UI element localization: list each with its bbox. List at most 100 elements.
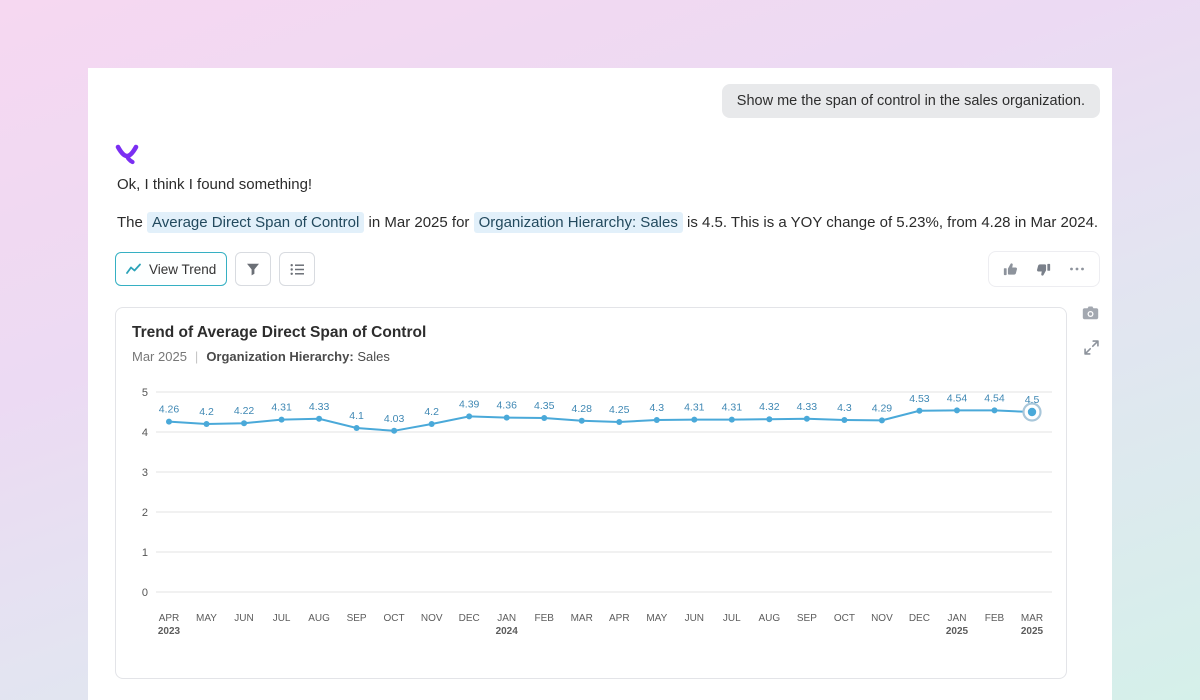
- svg-text:4.54: 4.54: [984, 392, 1005, 404]
- svg-text:JUN: JUN: [234, 613, 253, 624]
- svg-text:4.31: 4.31: [722, 402, 743, 414]
- svg-text:4.36: 4.36: [496, 400, 517, 412]
- view-trend-button[interactable]: View Trend: [115, 252, 228, 286]
- svg-text:4.33: 4.33: [797, 401, 818, 413]
- svg-text:4.31: 4.31: [271, 402, 292, 414]
- svg-text:4.33: 4.33: [309, 401, 330, 413]
- svg-text:JUN: JUN: [685, 613, 704, 624]
- svg-text:AUG: AUG: [758, 613, 780, 624]
- chat-analytics-panel: Show me the span of control in the sales…: [88, 68, 1112, 700]
- answer-part: is 4.5. This is a YOY change of 5.23%, f…: [682, 214, 1099, 231]
- subtitle-divider: |: [194, 349, 199, 364]
- svg-text:2024: 2024: [496, 626, 519, 637]
- fullscreen-button[interactable]: [1084, 340, 1099, 360]
- svg-text:4.32: 4.32: [759, 401, 780, 413]
- svg-text:2025: 2025: [946, 626, 969, 637]
- svg-text:4.03: 4.03: [384, 413, 405, 425]
- filter-button[interactable]: [235, 252, 272, 286]
- thumbs-down-button[interactable]: [1036, 262, 1051, 277]
- svg-text:OCT: OCT: [834, 613, 855, 624]
- svg-text:4: 4: [142, 427, 148, 439]
- trend-line-chart-svg[interactable]: 0 1 2 3 4 5 4.26 4.2 4.22 4.31 4.33 4.1 4.03 4.2 4.39 4…: [132, 376, 1052, 642]
- trend-chart[interactable]: 0 1 2 3 4 5 4.26 4.2 4.22 4.31 4.33 4.1 4.03 4.2 4.39 4…: [132, 376, 1052, 642]
- trend-chart-card: Trend of Average Direct Span of Control …: [115, 307, 1067, 679]
- chart-subtitle: Mar 2025 | Organization Hierarchy: Sales: [132, 349, 1050, 364]
- list-icon: [290, 263, 304, 275]
- answer-part: in Mar 2025 for: [364, 214, 474, 231]
- feedback-action-group: [988, 251, 1100, 287]
- svg-text:4.25: 4.25: [609, 404, 630, 416]
- trend-line-icon: [126, 263, 141, 274]
- svg-text:NOV: NOV: [871, 613, 893, 624]
- snapshot-button[interactable]: [1082, 306, 1099, 326]
- svg-text:4.2: 4.2: [424, 406, 439, 418]
- svg-text:JUL: JUL: [273, 613, 291, 624]
- svg-text:4.31: 4.31: [684, 402, 705, 414]
- chart-filter-value: Sales: [357, 349, 390, 364]
- toolbar-left-group: View Trend: [115, 252, 316, 286]
- svg-text:MAY: MAY: [646, 613, 667, 624]
- view-trend-label: View Trend: [149, 261, 217, 277]
- svg-text:1: 1: [142, 547, 148, 559]
- svg-text:4.54: 4.54: [947, 392, 968, 404]
- svg-text:4.2: 4.2: [199, 406, 214, 418]
- thumbs-up-button[interactable]: [1003, 262, 1018, 277]
- svg-text:2023: 2023: [158, 626, 181, 637]
- svg-text:4.1: 4.1: [349, 410, 364, 422]
- filter-chip[interactable]: Organization Hierarchy: Sales: [473, 212, 683, 233]
- svg-text:OCT: OCT: [384, 613, 405, 624]
- svg-text:FEB: FEB: [534, 613, 554, 624]
- svg-text:4.53: 4.53: [909, 393, 930, 405]
- svg-text:DEC: DEC: [909, 613, 930, 624]
- svg-text:4.3: 4.3: [649, 402, 664, 414]
- chart-period: Mar 2025: [132, 349, 187, 364]
- svg-text:SEP: SEP: [797, 613, 817, 624]
- svg-text:JAN: JAN: [497, 613, 516, 624]
- metric-chip[interactable]: Average Direct Span of Control: [147, 212, 365, 233]
- user-message-row: Show me the span of control in the sales…: [88, 68, 1112, 118]
- thumbs-up-icon: [1003, 262, 1017, 275]
- answer-part: The: [117, 214, 148, 231]
- filter-icon: [247, 263, 260, 275]
- user-message-bubble: Show me the span of control in the sales…: [721, 84, 1100, 118]
- svg-text:3: 3: [142, 467, 148, 479]
- svg-text:MAR: MAR: [571, 613, 593, 624]
- svg-text:JAN: JAN: [948, 613, 967, 624]
- chart-filter-label: Organization Hierarchy:: [206, 349, 354, 364]
- expand-icon: [1084, 340, 1099, 355]
- camera-icon: [1082, 306, 1099, 320]
- svg-text:2: 2: [142, 507, 148, 519]
- svg-text:4.29: 4.29: [872, 402, 893, 414]
- ellipsis-icon: [1070, 267, 1084, 271]
- svg-text:4.22: 4.22: [234, 405, 255, 417]
- chart-title: Trend of Average Direct Span of Control: [132, 324, 427, 341]
- svg-text:AUG: AUG: [308, 613, 330, 624]
- svg-text:MAY: MAY: [196, 613, 217, 624]
- visier-logo-icon: [115, 144, 139, 165]
- more-options-button[interactable]: [1069, 262, 1085, 276]
- svg-text:4.26: 4.26: [159, 404, 180, 416]
- thumbs-down-icon: [1037, 263, 1051, 276]
- assistant-answer-text: The Average Direct Span of Control in Ma…: [117, 211, 1112, 235]
- assistant-intro-text: Ok, I think I found something!: [117, 176, 313, 193]
- list-view-button[interactable]: [279, 252, 316, 286]
- svg-text:APR: APR: [159, 613, 180, 624]
- svg-text:4.35: 4.35: [534, 400, 555, 412]
- svg-text:5: 5: [142, 387, 148, 399]
- svg-text:0: 0: [142, 587, 148, 599]
- assistant-logo-row: [115, 144, 1112, 166]
- svg-text:FEB: FEB: [985, 613, 1005, 624]
- svg-text:SEP: SEP: [347, 613, 367, 624]
- svg-text:DEC: DEC: [459, 613, 480, 624]
- answer-toolbar: View Trend: [115, 251, 1100, 287]
- svg-text:4.5: 4.5: [1025, 394, 1040, 406]
- svg-text:2025: 2025: [1021, 626, 1044, 637]
- svg-text:JUL: JUL: [723, 613, 741, 624]
- svg-text:NOV: NOV: [421, 613, 443, 624]
- svg-text:4.3: 4.3: [837, 402, 852, 414]
- svg-text:4.39: 4.39: [459, 398, 480, 410]
- svg-text:MAR: MAR: [1021, 613, 1043, 624]
- svg-text:APR: APR: [609, 613, 630, 624]
- svg-text:4.28: 4.28: [572, 403, 593, 415]
